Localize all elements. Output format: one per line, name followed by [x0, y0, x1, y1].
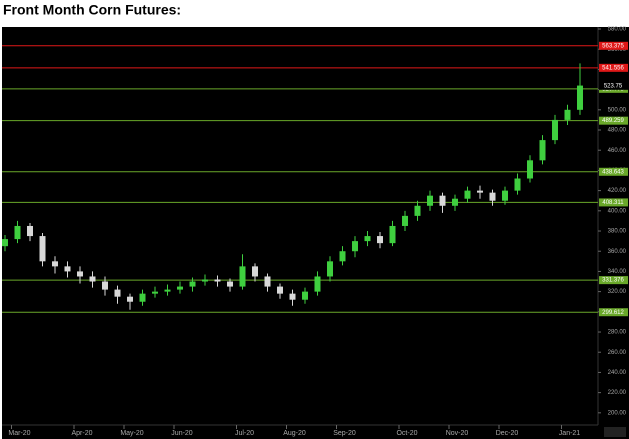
candle-body: [39, 236, 46, 262]
candle-body: [127, 296, 133, 302]
candle-body: [64, 266, 71, 272]
level-label: 408.311: [602, 200, 624, 206]
level-tag: [599, 41, 628, 50]
candle-body: [402, 215, 408, 226]
candle-body: [527, 160, 533, 179]
candle-body: [239, 266, 246, 287]
y-tick-label: 260.00: [608, 350, 627, 356]
candle-body: [114, 289, 121, 297]
candle-body: [564, 109, 571, 120]
candle-body: [89, 276, 96, 282]
level-tag: [599, 276, 628, 285]
x-tick-label: Sep-20: [333, 430, 356, 437]
y-tick-label: 500.00: [608, 107, 627, 113]
x-tick-label: Mar-20: [8, 430, 30, 437]
candle-body: [464, 190, 471, 199]
level-label: 331.376: [602, 278, 624, 284]
icon[interactable]: [604, 427, 626, 437]
candle-body: [427, 195, 433, 206]
y-tick-label: 460.00: [608, 148, 627, 154]
x-tick-label: Aug-20: [283, 430, 306, 437]
x-tick-label: Oct-20: [396, 430, 417, 437]
level-tag: [599, 308, 628, 317]
candle-body: [339, 251, 346, 262]
x-tick-label: Dec-20: [496, 430, 519, 437]
y-tick-label: 420.00: [608, 188, 627, 194]
candle-body: [139, 293, 146, 302]
x-tick-label: Jul-20: [235, 430, 254, 437]
x-tick-label: May-20: [120, 430, 143, 437]
candle-body: [252, 266, 258, 277]
candle-body: [577, 85, 583, 110]
x-tick-label: Apr-20: [71, 430, 92, 437]
plot-background: [2, 27, 629, 439]
candle-body: [552, 119, 558, 141]
level-tag: [599, 116, 628, 125]
candle-body: [452, 198, 458, 206]
candle-body: [52, 261, 58, 267]
candle-body: [189, 281, 196, 287]
y-tick-label: 380.00: [608, 229, 627, 235]
level-label: 438.643: [602, 169, 624, 175]
candle-body: [477, 190, 483, 193]
candle-body: [389, 225, 396, 244]
level-tag: [599, 198, 628, 207]
candle-body: [489, 192, 496, 201]
candle-body: [439, 195, 446, 206]
level-label: 489.259: [602, 118, 624, 124]
y-tick-label: 200.00: [608, 410, 627, 416]
candle-body: [364, 236, 371, 242]
x-tick-label: Nov-20: [446, 430, 469, 437]
y-tick-label: 240.00: [608, 370, 627, 376]
candle-body: [539, 140, 546, 161]
y-tick-label: 400.00: [608, 208, 627, 214]
candle-body: [289, 293, 296, 300]
y-tick-label: 340.00: [608, 269, 627, 275]
candle-body: [102, 281, 108, 290]
y-tick-label: 360.00: [608, 249, 627, 255]
candle-body: [77, 271, 83, 277]
toolbar-icons[interactable]: [604, 427, 626, 437]
y-tick-label: 220.00: [608, 390, 627, 396]
level-tag: [599, 167, 628, 176]
candle-body: [214, 279, 221, 282]
candle-body: [2, 239, 8, 247]
candle-body: [514, 178, 521, 191]
y-tick-label: 280.00: [608, 330, 627, 336]
last-price-label: 523.75: [604, 83, 623, 89]
y-tick-label: 320.00: [608, 289, 627, 295]
candle-body: [164, 289, 171, 292]
candle-body: [502, 190, 508, 201]
level-label: 541.556: [602, 65, 624, 71]
candle-body: [314, 276, 321, 292]
candle-body: [264, 276, 271, 287]
level-label: 299.612: [602, 310, 624, 316]
x-tick-label: Jun-20: [171, 430, 193, 437]
level-tag: [599, 63, 628, 72]
candle-body: [27, 225, 33, 237]
candle-body: [152, 291, 158, 294]
level-label: 563.375: [602, 43, 624, 49]
chart-title: Front Month Corn Futures:: [3, 2, 181, 18]
last-price-tag: [599, 81, 628, 90]
candle-body: [177, 286, 183, 290]
y-tick-label: 480.00: [608, 128, 627, 134]
candle-body: [277, 286, 283, 294]
x-tick-label: Jan-21: [559, 430, 581, 437]
y-tick-label: 580.00: [608, 27, 627, 33]
candle-body: [227, 281, 233, 287]
candle-body: [352, 241, 358, 252]
candle-body: [327, 261, 333, 277]
candle-body: [302, 291, 308, 300]
candle-body: [377, 236, 383, 244]
candle-body: [414, 205, 421, 216]
candle-body: [202, 279, 208, 282]
candle-body: [14, 225, 21, 240]
